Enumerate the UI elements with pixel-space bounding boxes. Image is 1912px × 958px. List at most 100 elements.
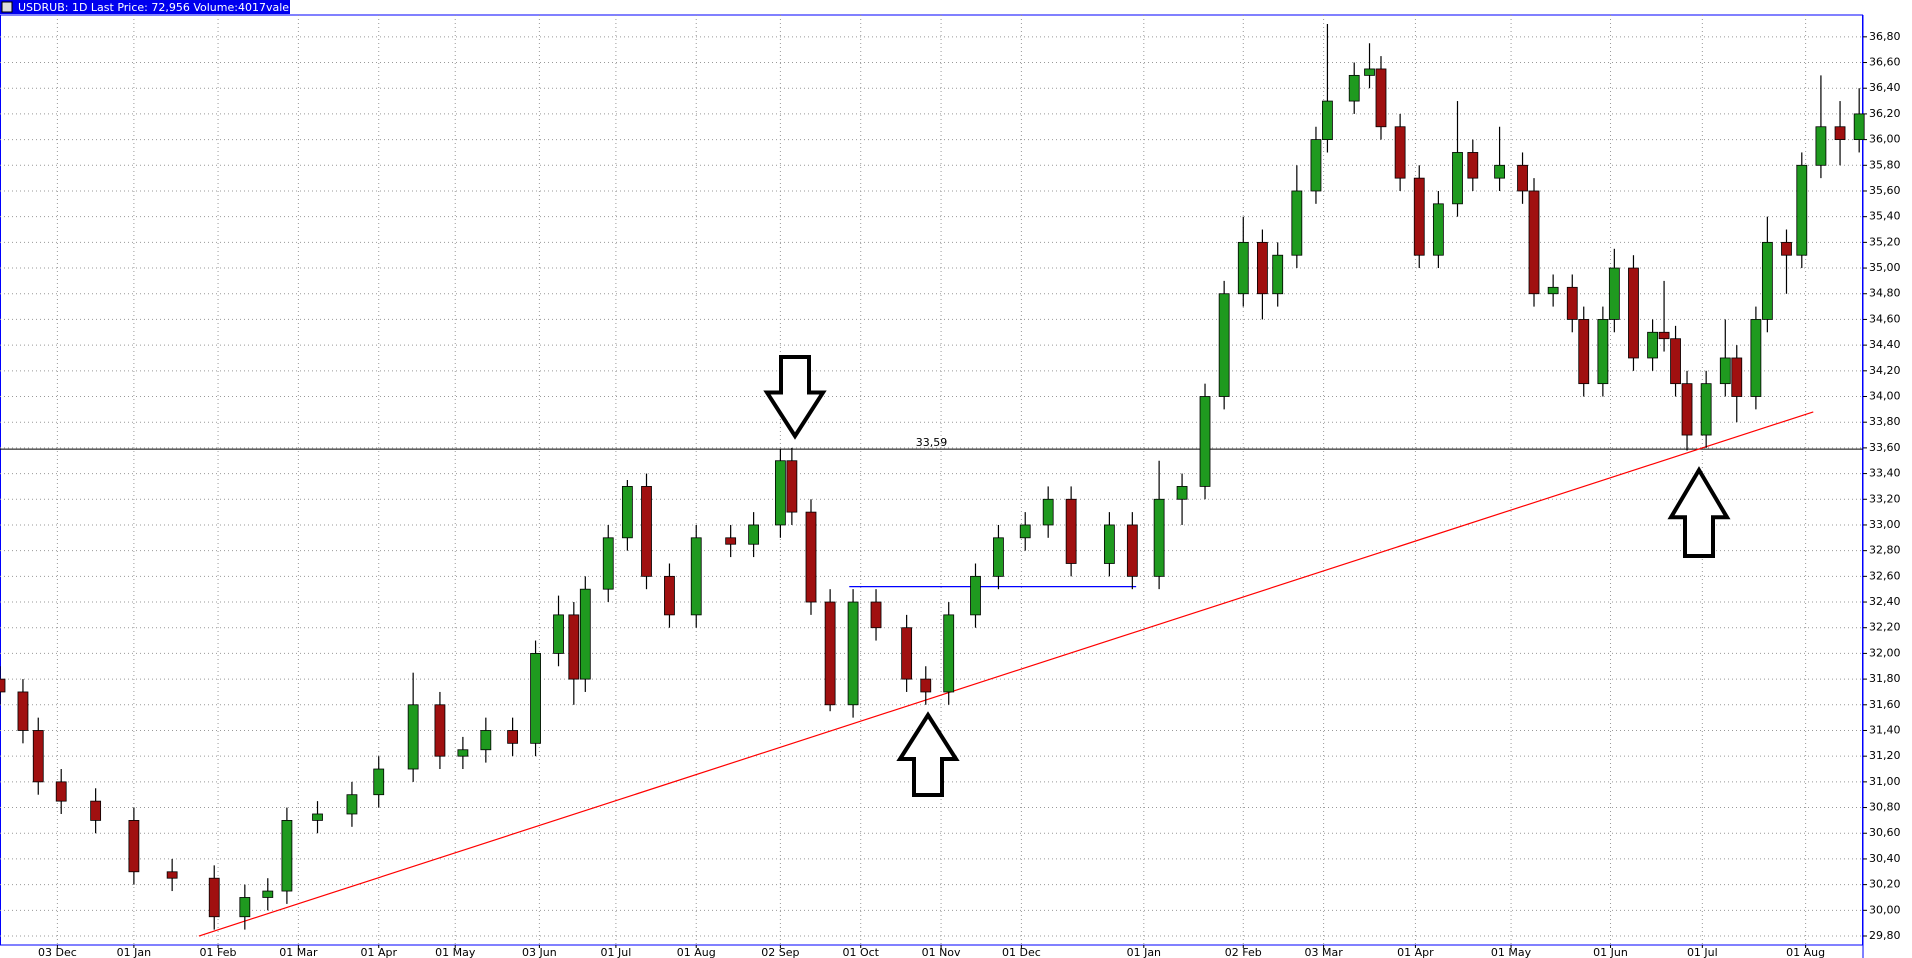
candle-body xyxy=(1731,357,1743,397)
y-tick-label: 33,40 xyxy=(1869,467,1901,480)
candle-body xyxy=(1452,152,1463,205)
candle-body xyxy=(1042,498,1054,526)
candle-body xyxy=(1065,498,1077,564)
candle-body xyxy=(1103,524,1115,564)
candle-body xyxy=(1348,74,1360,102)
candle-body xyxy=(621,486,633,539)
candle-body xyxy=(1413,177,1425,256)
x-tick-label: 01 May xyxy=(435,946,476,958)
candle-body xyxy=(1494,164,1505,179)
candle-body xyxy=(568,614,580,680)
plot-frame xyxy=(0,14,1863,946)
window-icon[interactable] xyxy=(1,1,13,13)
candle-body xyxy=(1364,68,1375,76)
candle-body xyxy=(1257,241,1268,295)
y-tick-label: 36,00 xyxy=(1869,133,1901,146)
candle-body xyxy=(281,820,293,892)
y-tick-label: 36,40 xyxy=(1869,81,1901,94)
x-tick-label: 01 May xyxy=(1491,946,1532,958)
candle-body xyxy=(1608,267,1620,320)
y-tick-label: 30,80 xyxy=(1869,801,1901,814)
candle-body xyxy=(970,575,981,616)
x-tick-label: 01 Feb xyxy=(200,946,237,958)
candle-body xyxy=(1528,190,1540,295)
candle-body xyxy=(579,588,591,680)
candle-body xyxy=(1272,254,1284,295)
candle-body xyxy=(0,678,6,693)
candle-body xyxy=(480,730,492,751)
candle-body xyxy=(870,601,882,629)
candle-body xyxy=(1796,164,1808,256)
candle-body xyxy=(1853,113,1865,140)
candle-body xyxy=(1322,100,1333,140)
candle-body xyxy=(32,730,44,783)
candle-body xyxy=(1761,241,1773,320)
candle-body xyxy=(1566,286,1578,320)
x-tick-label: 01 Jul xyxy=(601,946,632,958)
candle-body xyxy=(1658,331,1670,340)
y-tick-label: 32,20 xyxy=(1869,621,1901,634)
y-tick-label: 32,80 xyxy=(1869,544,1901,557)
candle-body xyxy=(1310,139,1322,192)
candle-body xyxy=(993,537,1004,577)
candle-body xyxy=(166,871,178,879)
x-tick-label: 01 Apr xyxy=(1397,946,1434,958)
candle-body xyxy=(1681,383,1693,436)
candle-body xyxy=(725,537,737,545)
candle-body xyxy=(1815,126,1827,166)
candle-body xyxy=(824,601,836,706)
x-tick-label: 01 Jan xyxy=(117,946,151,958)
x-tick-label: 01 Jul xyxy=(1687,946,1718,958)
candle-body xyxy=(457,749,469,757)
y-tick-label: 36,20 xyxy=(1869,107,1901,120)
y-tick-label: 31,80 xyxy=(1869,672,1901,685)
y-tick-label: 30,60 xyxy=(1869,826,1901,839)
candle-body xyxy=(1019,524,1031,539)
chart-title: USDRUB: 1D Last Price: 72,956 Volume:401… xyxy=(18,1,289,14)
x-tick-label: 01 Nov xyxy=(922,946,961,958)
y-tick-label: 33,20 xyxy=(1869,492,1901,505)
candle-body xyxy=(920,678,932,693)
candle-body xyxy=(1432,203,1444,256)
arrow xyxy=(896,711,960,797)
candle-body xyxy=(128,820,140,873)
candle-body xyxy=(847,601,859,706)
x-tick-label: 01 Mar xyxy=(279,946,318,958)
y-tick-label: 35,00 xyxy=(1869,261,1901,274)
y-tick-label: 33,60 xyxy=(1869,441,1901,454)
candle-body xyxy=(346,794,358,815)
y-tick-label: 35,40 xyxy=(1869,210,1901,223)
candle-body xyxy=(1700,383,1712,436)
candle-body xyxy=(1153,498,1165,577)
y-tick-label: 31,20 xyxy=(1869,749,1901,762)
candle-body xyxy=(1291,190,1303,256)
candle-body xyxy=(1670,338,1681,385)
candle-body xyxy=(602,537,614,590)
arrow xyxy=(763,355,827,440)
x-tick-label: 03 Dec xyxy=(38,946,77,958)
y-tick-label: 31,40 xyxy=(1869,723,1901,736)
y-tick-label: 29,80 xyxy=(1869,929,1901,942)
candle-body xyxy=(1467,152,1479,179)
y-tick-label: 32,00 xyxy=(1869,646,1901,659)
candle-body xyxy=(239,897,251,918)
candle-body xyxy=(1237,241,1249,295)
y-tick-label: 30,00 xyxy=(1869,903,1901,916)
y-tick-label: 34,80 xyxy=(1869,287,1901,300)
y-tick-label: 36,80 xyxy=(1869,30,1901,43)
x-tick-label: 01 Oct xyxy=(842,946,879,958)
candle-body xyxy=(312,813,323,821)
y-tick-label: 31,00 xyxy=(1869,775,1901,788)
candle-body xyxy=(208,877,220,918)
candle-body xyxy=(943,614,955,693)
candle-body xyxy=(1628,267,1639,359)
candle-body xyxy=(805,511,817,603)
candle-body xyxy=(434,704,446,757)
candle-body xyxy=(373,768,385,796)
x-tick-label: 01 Jan xyxy=(1127,946,1161,958)
candle-body xyxy=(748,524,760,545)
candle-body xyxy=(507,730,519,744)
x-tick-label: 01 Aug xyxy=(1786,946,1825,958)
candle-body xyxy=(1719,357,1731,385)
y-tick-label: 34,40 xyxy=(1869,338,1901,351)
